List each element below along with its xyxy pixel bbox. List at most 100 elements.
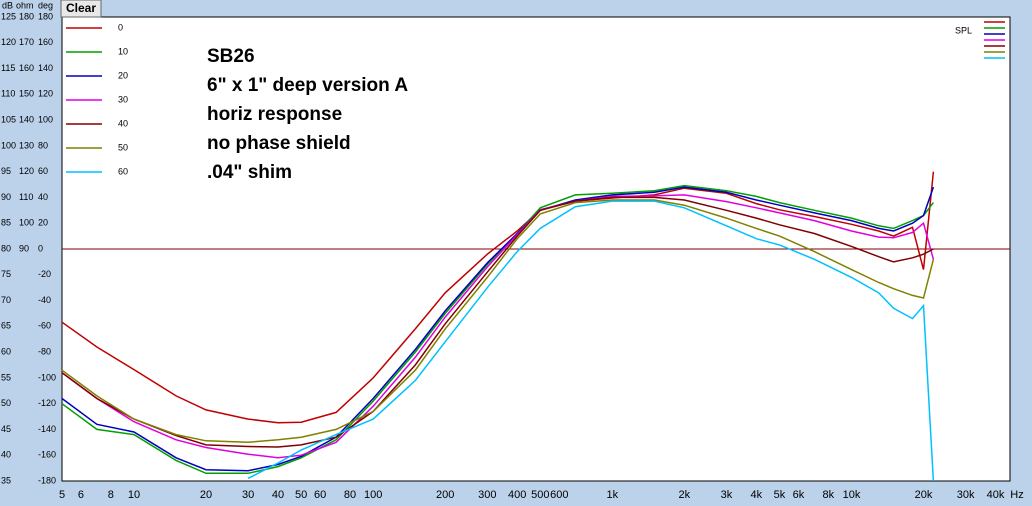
x-tick-label: 30 — [242, 489, 254, 501]
y-tick-label: 125 — [1, 11, 16, 21]
x-tick-label: 40k — [987, 489, 1005, 501]
legend-label: 10 — [118, 46, 128, 56]
series-line — [61, 199, 935, 444]
x-tick-label: 6k — [793, 489, 805, 501]
y3-tick-label: -40 — [38, 295, 51, 305]
y3-tick-label: -140 — [38, 424, 56, 434]
clear-button[interactable]: Clear — [60, 0, 102, 18]
legend-label: 40 — [118, 118, 128, 128]
legend-label: 60 — [118, 166, 128, 176]
x-tick-label: 5k — [774, 489, 786, 501]
y-tick-label: 55 — [1, 372, 11, 382]
x-tick-label: 600 — [550, 489, 568, 501]
y2-tick-label: 170 — [19, 37, 34, 47]
y-tick-label: 35 — [1, 475, 11, 485]
spl-label: SPL — [955, 25, 972, 35]
y3-tick-label: 120 — [38, 89, 53, 99]
y3-tick-label: 20 — [38, 218, 48, 228]
x-tick-label: 50 — [295, 489, 307, 501]
y3-tick-label: -60 — [38, 321, 51, 331]
x-tick-label: 8 — [108, 489, 114, 501]
x-tick-label: 5 — [59, 489, 65, 501]
y3-tick-label: -20 — [38, 269, 51, 279]
axis-header: deg — [38, 0, 53, 10]
y3-tick-label: 180 — [38, 11, 53, 21]
series-line — [61, 196, 934, 448]
y3-tick-label: -80 — [38, 346, 51, 356]
y-tick-label: 105 — [1, 114, 16, 124]
y-tick-label: 70 — [1, 295, 11, 305]
x-tick-label: 2k — [679, 489, 691, 501]
x-tick-label: 80 — [344, 489, 356, 501]
y2-tick-label: 90 — [19, 243, 29, 253]
x-tick-label: 4k — [751, 489, 763, 501]
x-tick-label: 40 — [272, 489, 284, 501]
y2-tick-label: 110 — [19, 192, 33, 202]
y-tick-label: 75 — [1, 269, 11, 279]
y2-tick-label: 120 — [19, 166, 34, 176]
legend-label: 20 — [118, 70, 128, 80]
y3-tick-label: -160 — [38, 450, 56, 460]
x-tick-label: 3k — [721, 489, 733, 501]
annotation: .04" shim — [207, 162, 292, 183]
y3-tick-label: 140 — [38, 63, 53, 73]
series-line — [61, 184, 934, 475]
legend-label: 0 — [118, 22, 123, 32]
y3-tick-label: -120 — [38, 398, 56, 408]
y3-tick-label: 40 — [38, 192, 48, 202]
x-tick-label: 10 — [128, 489, 140, 501]
x-tick-label: 20 — [200, 489, 212, 501]
annotation: 6" x 1" deep version A — [207, 75, 408, 96]
x-tick-label: 100 — [364, 489, 382, 501]
x-tick-label: 8k — [823, 489, 835, 501]
x-tick-label: 10k — [843, 489, 861, 501]
marks — [61, 171, 935, 482]
x-tick-label: 30k — [957, 489, 975, 501]
y3-tick-label: 80 — [38, 140, 48, 150]
y3-tick-label: 100 — [38, 114, 53, 124]
x-tick-label: 400 — [508, 489, 526, 501]
axis-header: ohm — [16, 0, 34, 10]
y2-tick-label: 180 — [19, 11, 34, 21]
y-tick-label: 100 — [1, 140, 16, 150]
series-line — [247, 200, 935, 482]
y-tick-label: 80 — [1, 243, 11, 253]
y-tick-label: 40 — [1, 450, 11, 460]
y2-tick-label: 150 — [19, 89, 34, 99]
x-tick-label: 200 — [436, 489, 454, 501]
y3-tick-label: 60 — [38, 166, 48, 176]
button-frame[interactable] — [60, 0, 102, 18]
y2-tick-label: 100 — [19, 218, 34, 228]
legend-label: 50 — [118, 142, 128, 152]
x-tick-label: 20k — [915, 489, 933, 501]
y-tick-label: 120 — [1, 37, 16, 47]
y-tick-label: 85 — [1, 218, 11, 228]
x-tick-label: 6 — [78, 489, 84, 501]
y3-tick-label: -180 — [38, 475, 56, 485]
annotation: SB26 — [207, 46, 255, 67]
y3-tick-label: -100 — [38, 372, 56, 382]
x-tick-label: 1k — [607, 489, 619, 501]
y-tick-label: 60 — [1, 346, 11, 356]
annotation: no phase shield — [207, 133, 351, 154]
y-tick-label: 65 — [1, 321, 11, 331]
y2-tick-label: 140 — [19, 114, 34, 124]
y2-tick-label: 160 — [19, 63, 34, 73]
labels: 5 6 8 10 20 30 40 50 60 80 100 200 300 400 500 600 1k 2k 3… — [1, 11, 1024, 501]
y3-tick-label: 0 — [38, 243, 43, 253]
annotation: horiz response — [207, 104, 342, 125]
x-axis-label: Hz — [1010, 489, 1023, 501]
button-label[interactable]: Clear — [66, 1, 96, 15]
axis-header: dB — [2, 0, 13, 10]
y-tick-label: 95 — [1, 166, 11, 176]
legend-label: 30 — [118, 94, 128, 104]
x-tick-label: 60 — [314, 489, 326, 501]
y-tick-label: 50 — [1, 398, 11, 408]
y-tick-label: 110 — [1, 89, 15, 99]
y-tick-label: 45 — [1, 424, 11, 434]
y2-tick-label: 130 — [19, 140, 34, 150]
y3-tick-label: 160 — [38, 37, 53, 47]
x-tick-label: 300 — [478, 489, 496, 501]
